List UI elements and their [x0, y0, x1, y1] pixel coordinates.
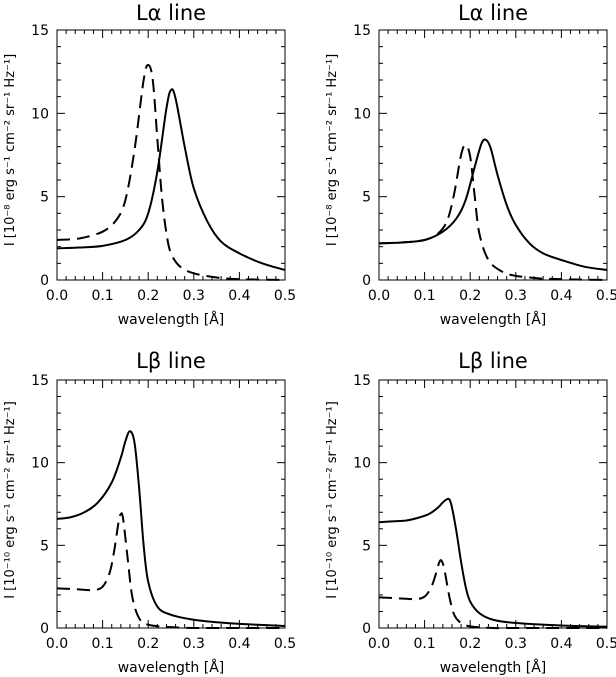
series-dashed-line	[56, 63, 286, 281]
x-tick-label: 0.5	[596, 636, 616, 652]
panel-title: Lα line	[136, 1, 206, 25]
x-tick-label: 0.1	[413, 288, 435, 304]
series-solid-line	[56, 88, 286, 271]
x-axis-label: wavelength [Å]	[118, 659, 225, 676]
y-tick-label: 15	[353, 23, 371, 39]
series-dashed-line	[378, 559, 607, 630]
x-tick-label: 0.5	[274, 636, 296, 652]
x-tick-label: 0.3	[505, 288, 527, 304]
y-tick-label: 5	[362, 538, 371, 554]
panel-la-left: Lα line wavelength [Å] I [10⁻⁸ erg s⁻¹ c…	[3, 1, 296, 328]
x-tick-label: 0.5	[274, 288, 296, 304]
x-axis-label: wavelength [Å]	[440, 659, 547, 676]
panel-lb-left: Lβ line wavelength [Å] I [10⁻¹⁰ erg s⁻¹ …	[3, 349, 296, 676]
x-tick-label: 0.4	[550, 636, 572, 652]
y-tick-label: 0	[40, 621, 49, 637]
y-axis-label: I [10⁻⁸ erg s⁻¹ cm⁻² sr⁻¹ Hz⁻¹]	[3, 54, 18, 246]
panel-lb-right: Lβ line wavelength [Å] I [10⁻¹⁰ erg s⁻¹ …	[325, 349, 616, 676]
x-tick-label: 0.0	[368, 288, 390, 304]
x-tick-label: 0.0	[368, 636, 390, 652]
plot-frame	[56, 379, 286, 629]
x-axis-label: wavelength [Å]	[440, 311, 547, 328]
y-tick-label: 10	[353, 106, 371, 122]
y-tick-label: 0	[362, 621, 371, 637]
x-tick-label: 0.3	[183, 288, 205, 304]
y-tick-label: 0	[362, 273, 371, 289]
x-tick-label: 0.2	[459, 288, 481, 304]
y-tick-label: 5	[40, 190, 49, 206]
y-axis-label: I [10⁻⁸ erg s⁻¹ cm⁻² sr⁻¹ Hz⁻¹]	[325, 54, 340, 246]
x-tick-label: 0.0	[46, 636, 68, 652]
y-axis-label: I [10⁻¹⁰ erg s⁻¹ cm⁻² sr⁻¹ Hz⁻¹]	[3, 401, 18, 599]
y-tick-label: 15	[353, 373, 371, 389]
y-axis-label: I [10⁻¹⁰ erg s⁻¹ cm⁻² sr⁻¹ Hz⁻¹]	[325, 401, 340, 599]
y-tick-label: 5	[362, 190, 371, 206]
x-tick-label: 0.4	[228, 288, 250, 304]
x-tick-label: 0.2	[137, 288, 159, 304]
series-solid-line	[378, 138, 608, 271]
x-tick-label: 0.4	[228, 636, 250, 652]
x-tick-label: 0.2	[137, 636, 159, 652]
y-tick-label: 5	[40, 538, 49, 554]
y-tick-label: 0	[40, 273, 49, 289]
x-tick-label: 0.2	[459, 636, 481, 652]
y-tick-label: 10	[31, 456, 49, 472]
x-tick-label: 0.1	[91, 288, 113, 304]
y-tick-label: 15	[31, 373, 49, 389]
x-axis-label: wavelength [Å]	[118, 311, 225, 328]
y-tick-label: 10	[353, 456, 371, 472]
x-tick-label: 0.1	[91, 636, 113, 652]
panel-la-right: Lα line wavelength [Å] I [10⁻⁸ erg s⁻¹ c…	[325, 1, 616, 328]
x-tick-label: 0.1	[413, 636, 435, 652]
series-solid-line	[378, 497, 608, 628]
x-tick-label: 0.4	[550, 288, 572, 304]
panel-title: Lβ line	[136, 349, 206, 373]
y-tick-label: 15	[31, 23, 49, 39]
series-dashed-line	[378, 143, 608, 281]
plot-frame	[378, 379, 608, 629]
x-tick-label: 0.3	[505, 636, 527, 652]
x-tick-label: 0.0	[46, 288, 68, 304]
panel-title: Lβ line	[458, 349, 528, 373]
x-tick-label: 0.3	[183, 636, 205, 652]
plot-frame	[56, 29, 286, 281]
x-tick-label: 0.5	[596, 288, 616, 304]
series-dashed-line	[56, 512, 285, 630]
panel-title: Lα line	[458, 1, 528, 25]
plot-frame	[378, 29, 608, 281]
y-tick-label: 10	[31, 106, 49, 122]
series-solid-line	[56, 430, 286, 628]
